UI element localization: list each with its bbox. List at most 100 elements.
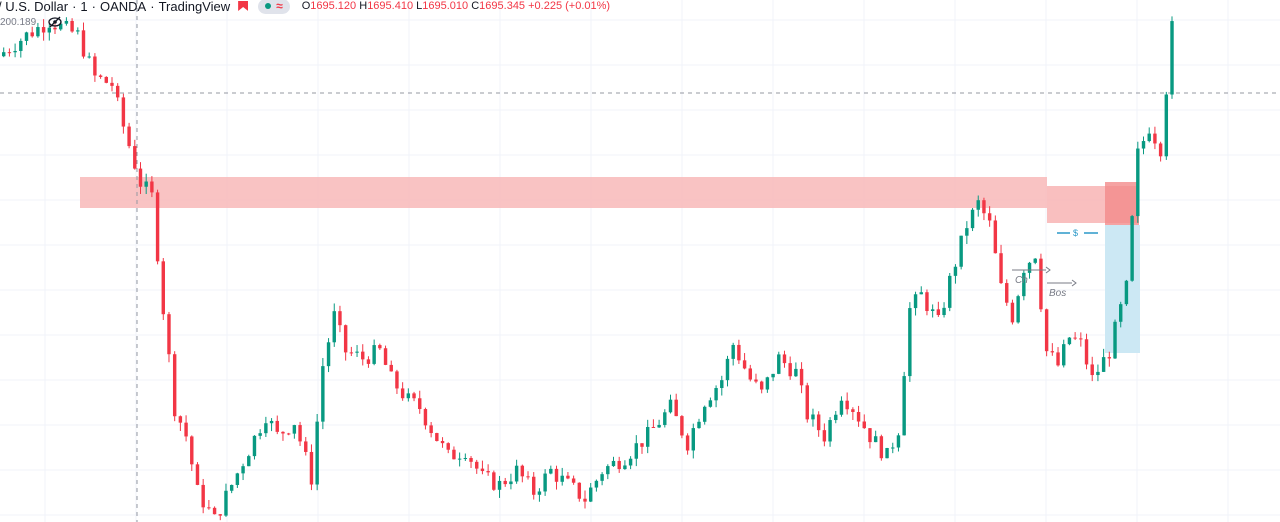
candle-body [36,27,40,37]
flag-icon[interactable] [238,1,249,11]
legend-symbol[interactable]: / U.S. Dollar [0,0,69,14]
candle-body [1158,143,1163,157]
candle-body [1027,262,1032,273]
legend-separator: · [150,0,155,14]
candle-body [771,373,775,378]
candle-body [788,363,792,377]
candle-body [372,345,376,364]
candle-body [879,436,884,459]
wave-icon: ≈ [276,0,283,13]
candle-body [543,473,547,492]
candle-body [19,40,23,51]
candle-body [754,379,758,382]
legend-interval[interactable]: 1 [80,0,88,14]
candle-body [446,443,450,450]
candle-body [714,388,718,401]
candle-body [457,458,462,460]
candle-body [275,420,279,432]
bos-label: Bos [1049,288,1066,299]
candle-body [13,50,17,53]
candle-body [851,409,855,412]
candle-body [577,482,582,499]
candle-body [1147,133,1151,142]
candle-body [418,398,422,410]
candle-body [1090,364,1094,376]
candle-body [948,275,952,308]
candle-body [1056,352,1060,366]
candle-body [161,261,165,315]
candle-body [47,27,52,33]
candle-body [839,400,844,415]
candle-body [993,220,998,254]
candle-body [343,325,348,353]
ch-arrow-head [1045,266,1051,274]
candle-body [600,474,604,481]
candle-body [315,421,319,485]
candle-body [987,213,992,221]
candle-body [412,393,416,399]
bos-arrow-head [1071,279,1077,287]
candle-body [1050,351,1055,353]
candle-body [930,309,935,312]
candle-body [805,385,809,420]
candle-body [816,414,821,431]
candle-body [759,381,764,390]
market-status-pill[interactable]: ≈ [258,0,290,14]
candle-body [1062,344,1066,366]
candle-body [748,368,752,380]
candle-body [87,56,91,58]
candle-body [532,476,536,495]
candle-body [965,228,969,236]
dot-icon [265,3,272,9]
candle-body [509,481,513,485]
supply-zone-highlight [1105,182,1139,225]
candle-body [674,399,678,417]
candle-body [58,23,63,30]
candle-body [526,476,530,478]
candle-body [777,354,781,374]
candle-body [378,345,382,349]
candle-body [925,292,929,312]
candle-body [737,344,741,361]
candle-body [634,443,639,459]
candle-body [1113,321,1117,359]
candle-body [1119,304,1123,322]
candle-body [794,368,798,377]
candle-body [155,192,160,262]
candle-body [361,351,365,360]
supply-zone-long [80,177,1047,208]
candle-body [110,82,114,86]
candle-body [264,423,268,434]
candle-body [1084,339,1089,365]
candle-body [1153,133,1157,144]
candle-body [623,465,627,470]
candle-body [1107,357,1112,359]
candle-body [976,200,980,210]
candle-body [304,441,308,452]
candle-body [708,400,713,407]
candle-body [486,471,490,473]
candle-body [423,409,428,426]
candle-body [127,126,131,147]
candle-body [30,32,34,37]
candle-body [406,393,411,399]
candle-body [7,52,12,54]
candle-body [645,426,650,447]
candle-body [235,473,240,485]
candle-body [400,388,405,399]
eye-off-icon[interactable] [48,16,62,28]
candle-body [782,354,787,364]
candle-body [936,309,941,316]
candle-body [828,420,832,442]
candle-body [799,368,804,386]
candle-body [611,460,616,467]
candle-body [201,484,205,508]
candle-body [953,266,958,276]
candle-body [469,458,473,462]
candle-body [731,344,735,359]
legend-brand: TradingView [158,0,231,14]
candle-body [2,52,6,57]
ch-label: Ch [1015,275,1028,286]
candle-body [811,414,815,420]
